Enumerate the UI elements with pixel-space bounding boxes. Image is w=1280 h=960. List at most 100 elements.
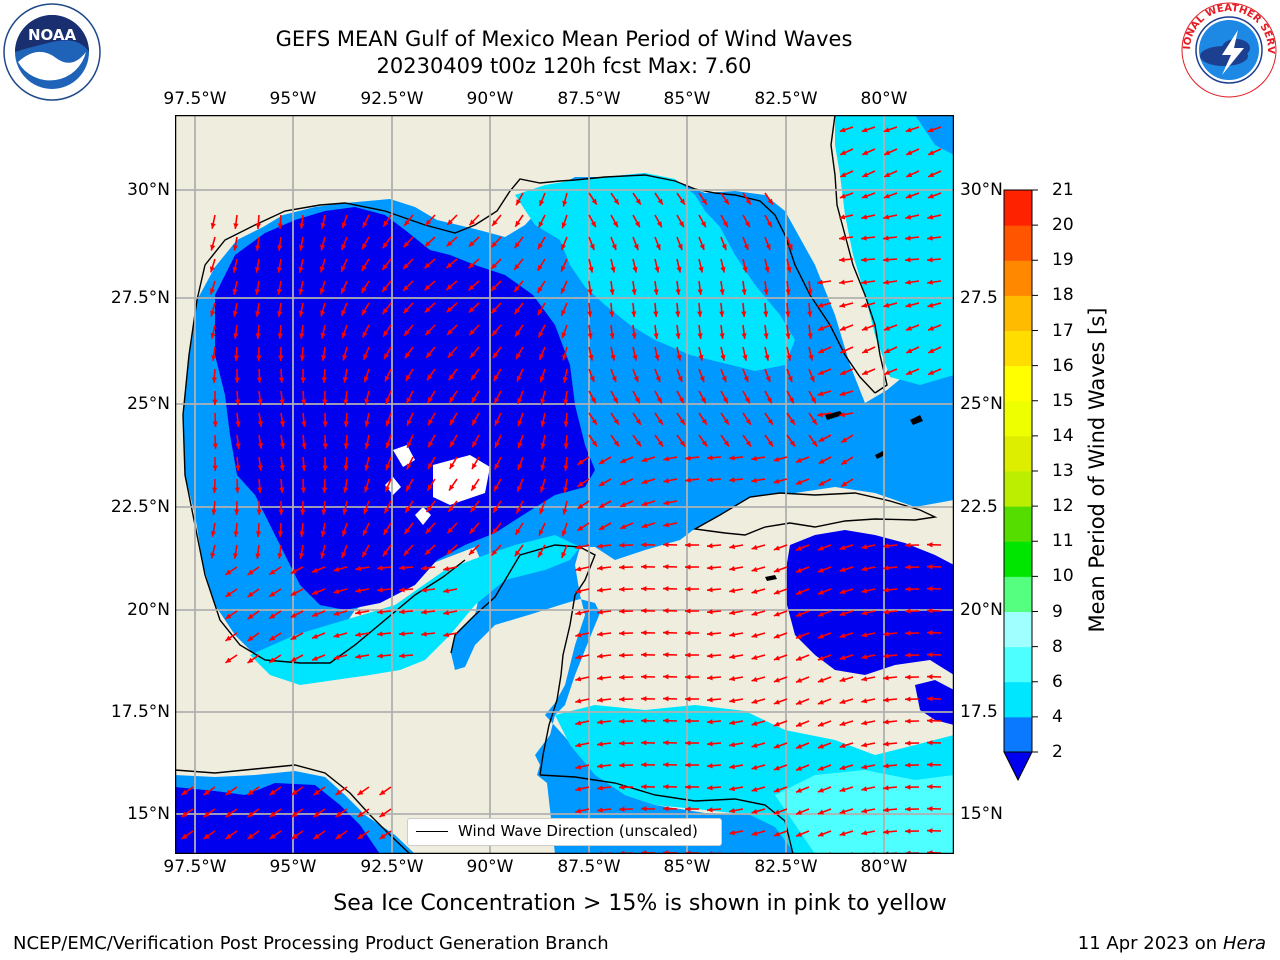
wave-direction-arrowhead (443, 610, 450, 616)
wave-direction-arrowhead (927, 784, 933, 790)
wave-direction-arrowhead (723, 418, 729, 425)
lat-tick-left: 25°N (127, 394, 170, 414)
wave-direction-arrowhead (767, 418, 773, 425)
wave-direction-arrowhead (517, 464, 523, 471)
wave-direction-arrowhead (232, 553, 239, 559)
wave-direction-arrowhead (839, 302, 846, 308)
wave-direction-arrowhead (591, 418, 597, 425)
wave-direction-arrowhead (597, 675, 603, 681)
wave-direction-arrowhead (575, 698, 582, 704)
wave-direction-arrowhead (301, 443, 307, 449)
wave-direction-arrowhead (449, 462, 455, 469)
lon-tick-top: 85°W (663, 89, 711, 109)
wave-direction-arrowhead (685, 762, 691, 768)
colorbar (1003, 189, 1038, 782)
wave-direction-arrowhead (839, 391, 846, 397)
wave-direction-arrowhead (905, 718, 911, 724)
wave-direction-arrowhead (384, 507, 390, 514)
wave-direction-arrowhead (763, 311, 769, 317)
wave-direction-arrowhead (333, 610, 340, 616)
wave-direction-arrowhead (883, 325, 890, 331)
wave-direction-arrowhead (884, 348, 891, 353)
colorbar-segment (1004, 190, 1032, 226)
wave-direction-arrowhead (707, 807, 713, 813)
yucatan-coastline (450, 544, 596, 776)
wave-direction-arrowhead (343, 487, 349, 493)
wave-direction-arrowhead (575, 544, 582, 550)
wave-direction-arrowhead (384, 353, 390, 360)
wave-direction-arrowhead (399, 631, 405, 637)
wave-direction-arrowhead (788, 397, 794, 404)
wave-direction-arrowhead (817, 699, 824, 705)
wave-direction-arrowhead (427, 484, 433, 491)
wave-direction-arrowhead (247, 657, 254, 664)
wave-direction-arrowhead (404, 329, 410, 336)
wave-direction-arrowhead (362, 221, 368, 228)
wave-direction-arrowhead (256, 355, 262, 361)
wave-direction-arrowhead (269, 613, 276, 619)
wave-direction-arrowhead (905, 193, 912, 199)
wave-direction-arrowhead (256, 377, 263, 383)
wave-direction-arrowhead (631, 289, 637, 295)
wave-direction-arrowhead (609, 311, 615, 317)
wave-direction-arrowhead (619, 740, 625, 746)
wave-direction-arrowhead (235, 421, 241, 427)
wave-direction-arrowhead (235, 443, 241, 449)
wave-direction-arrowhead (620, 524, 627, 529)
wave-direction-arrowhead (663, 542, 669, 548)
wave-direction-arrowhead (255, 311, 261, 317)
wave-direction-arrowhead (247, 833, 254, 840)
wave-direction-arrowhead (861, 676, 868, 682)
wave-direction-arrowhead (385, 398, 391, 405)
wave-direction-arrowhead (597, 653, 603, 659)
wave-direction-arrowhead (575, 654, 582, 660)
wave-direction-arrowhead (469, 219, 476, 226)
wave-direction-arrowhead (540, 464, 546, 471)
wave-direction-arrowhead (257, 465, 263, 471)
wave-direction-arrowhead (678, 221, 684, 228)
wave-direction-arrowhead (343, 399, 349, 405)
wave-direction-arrowhead (290, 656, 297, 662)
wave-direction-arrowhead (377, 631, 383, 637)
wave-direction-arrowhead (385, 420, 391, 427)
wave-direction-arrowhead (905, 586, 911, 592)
wave-direction-arrowhead (563, 465, 569, 471)
wave-direction-arrowhead (382, 286, 388, 292)
wave-direction-arrowhead (773, 545, 780, 551)
sea-ice-note: Sea Ice Concentration > 15% is shown in … (333, 891, 947, 916)
wave-direction-arrowhead (883, 193, 890, 199)
wave-direction-arrowhead (817, 611, 824, 617)
colorbar-segment (1004, 435, 1032, 472)
wave-direction-arrowhead (539, 353, 545, 360)
wave-direction-arrowhead (278, 509, 284, 515)
wave-direction-arrowhead (657, 440, 663, 447)
wave-direction-arrowhead (700, 221, 706, 228)
wave-direction-arrowhead (839, 279, 845, 285)
wave-direction-arrowhead (233, 333, 239, 339)
wave-direction-arrowhead (862, 150, 869, 155)
wave-direction-arrowhead (211, 377, 217, 383)
wave-direction-arrowhead (255, 333, 261, 339)
wave-direction-arrowhead (538, 551, 544, 558)
wave-direction-arrowhead (663, 674, 669, 680)
wave-direction-arrowhead (841, 437, 848, 443)
wave-direction-arrowhead (516, 507, 522, 514)
wave-direction-arrowhead (383, 330, 389, 337)
wave-direction-arrowhead (279, 399, 285, 405)
chart-title: GEFS MEAN Gulf of Mexico Mean Period of … (275, 27, 853, 51)
wave-direction-arrowhead (322, 487, 328, 493)
wave-direction-arrowhead (927, 302, 934, 308)
wave-direction-arrowhead (609, 333, 615, 339)
wave-direction-arrowhead (707, 587, 713, 593)
wave-direction-arrowhead (377, 587, 383, 593)
wave-direction-arrowhead (517, 397, 523, 404)
wave-direction-arrowhead (335, 789, 342, 796)
wave-direction-arrowhead (742, 266, 748, 273)
wave-direction-arrowhead (927, 325, 934, 331)
wave-direction-arrowhead (379, 833, 386, 840)
wave-direction-arrowhead (257, 399, 263, 405)
wave-direction-arrowhead (333, 632, 340, 638)
wave-direction-arrowhead (742, 354, 748, 361)
wave-direction-arrowhead (663, 630, 669, 636)
wave-direction-arrowhead (685, 477, 691, 483)
